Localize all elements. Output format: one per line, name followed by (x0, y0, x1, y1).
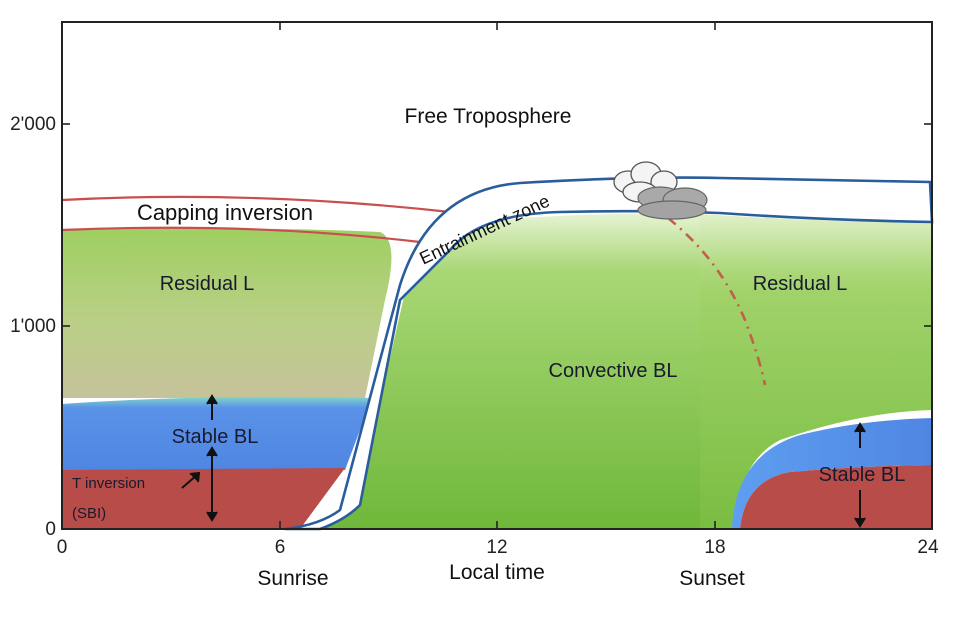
sbi-label: (SBI) (72, 505, 106, 522)
y-tick-label: 2'000 (10, 114, 56, 135)
x-tick-label: 12 (486, 537, 507, 558)
sunset-label: Sunset (679, 567, 745, 590)
x-tick-label: 18 (704, 537, 725, 558)
y-tick-label: 0 (45, 519, 56, 540)
x-axis-title: Local time (449, 561, 545, 584)
free-troposphere-label: Free Troposphere (405, 105, 572, 128)
x-tick-label: 6 (275, 537, 286, 558)
stable-bl-arrow-right (854, 422, 866, 528)
y-tick-label: 1'000 (10, 316, 56, 337)
thermal-plume-line (667, 216, 767, 386)
t-inversion-left-region (62, 468, 345, 529)
entrainment-zone-band (284, 176, 934, 531)
t-inversion-label: T inversion (72, 475, 145, 492)
x-tick-label: 0 (57, 537, 68, 558)
stable-bl-right-label: Stable BL (819, 464, 906, 486)
x-tick-label: 24 (917, 537, 939, 558)
sunrise-label: Sunrise (257, 567, 328, 590)
stable-bl-right-region (732, 418, 932, 529)
residual-layer-right-label: Residual L (753, 273, 848, 295)
capping-inversion-top-line (61, 195, 451, 214)
capping-inversion-bottom-line (61, 226, 421, 244)
stable-bl-left-label: Stable BL (172, 426, 259, 448)
stable-bl-left-region (62, 396, 372, 470)
y-axis-ticks (62, 123, 932, 530)
t-inversion-pointer-arrow (181, 471, 201, 489)
t-inversion-right-region (740, 465, 932, 529)
residual-layer-right-region (700, 214, 932, 529)
x-axis-ticks (279, 22, 716, 529)
residual-layer-left-region (62, 228, 392, 398)
capping-inversion-label: Capping inversion (137, 200, 313, 225)
residual-layer-left-label: Residual L (160, 273, 255, 295)
stable-bl-arrow-left (206, 394, 218, 522)
cumulus-cloud-icon (613, 161, 708, 220)
convective-bl-label: Convective BL (549, 360, 678, 382)
